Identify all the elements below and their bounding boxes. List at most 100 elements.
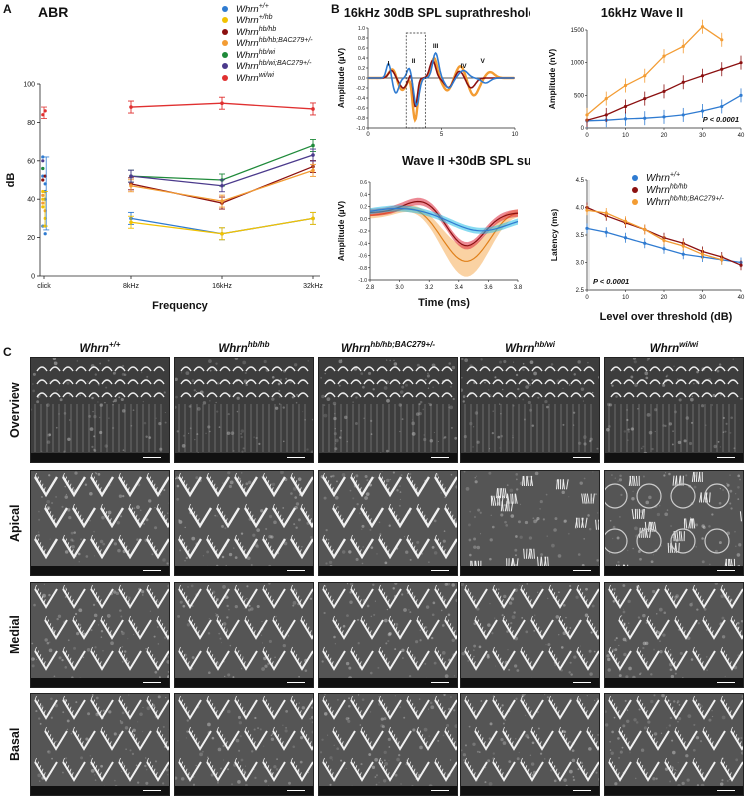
sem-speckle [336, 747, 340, 751]
sem-speckle [401, 593, 404, 596]
sem-speckle [484, 381, 486, 384]
hair-bundle [117, 476, 143, 498]
stereocilia [133, 623, 136, 628]
sem-speckle [697, 622, 701, 625]
sem-speckle [461, 358, 464, 361]
sem-speckle [245, 783, 248, 787]
stereocilia [610, 699, 614, 704]
sem-speckle [713, 444, 717, 449]
stereocilia [694, 761, 698, 766]
sem-speckle [345, 717, 349, 721]
sem-speckle [444, 583, 448, 586]
sem-speckle [323, 404, 326, 407]
sem-speckle [622, 608, 625, 610]
hair-bundle [145, 538, 169, 560]
sem-speckle [462, 400, 466, 403]
hair-bundle [443, 507, 457, 529]
hair-bundle [714, 392, 726, 398]
sem-speckle [115, 591, 120, 596]
stereocilia [643, 768, 646, 773]
stereocilia [213, 657, 216, 662]
stereocilia [99, 487, 102, 492]
stereocilia [501, 599, 504, 604]
sem-speckle [78, 623, 82, 627]
x-tick-label: 20 [661, 295, 668, 301]
sem-speckle [563, 778, 567, 782]
sem-speckle [522, 363, 525, 365]
stereocilia [492, 695, 495, 701]
stereocilia [146, 695, 149, 701]
sem-speckle [408, 674, 412, 678]
stereocilia [130, 619, 134, 624]
stereocilia [300, 726, 303, 732]
sem-speckle [554, 766, 557, 768]
sem-speckle [416, 363, 420, 367]
hair-bundle [415, 379, 427, 385]
stereocilia [413, 657, 416, 662]
stereocilia [215, 710, 218, 715]
sem-speckle [260, 509, 264, 513]
stereocilia [297, 545, 300, 550]
sem-speckle [544, 399, 548, 404]
data-point [623, 219, 628, 223]
hair-bundle [675, 379, 687, 385]
hair-bundle [153, 379, 165, 385]
sem-speckle [662, 633, 666, 637]
sem-speckle [663, 611, 667, 615]
sem-speckle [186, 730, 189, 733]
stereocilia [678, 531, 681, 542]
stereocilia [267, 654, 270, 659]
stereocilia [34, 695, 37, 701]
hair-bundle [324, 392, 336, 398]
stereocilia [421, 623, 424, 628]
sem-speckle [67, 437, 71, 441]
stereocilia [64, 761, 68, 766]
stereocilia [380, 538, 384, 543]
stereocilia [64, 476, 68, 481]
legend-marker [222, 5, 228, 12]
stereocilia [292, 476, 296, 481]
sem-speckle [330, 475, 333, 478]
stereocilia [271, 772, 274, 777]
stereocilia [395, 514, 398, 519]
stereocilia [43, 599, 46, 604]
stereocilia [411, 765, 414, 770]
sem-speckle [676, 770, 678, 772]
stereocilia [109, 518, 112, 523]
legend-a-entry: Whrnhb/wi;BAC279+/- [222, 60, 332, 72]
hair-bundle [720, 699, 743, 720]
stereocilia [185, 545, 188, 550]
hair-bundle [502, 730, 526, 751]
sem-speckle [726, 482, 728, 485]
sem-speckle [694, 523, 699, 527]
sem-speckle [228, 608, 230, 611]
sem-speckle [370, 615, 373, 618]
sem-speckle [432, 386, 434, 389]
x-axis-label: Time (ms) [418, 297, 470, 309]
sem-speckle [323, 496, 327, 500]
stereocilia [183, 654, 186, 659]
sem-speckle [463, 396, 465, 399]
sem-speckle [38, 717, 41, 720]
sem-speckle [437, 739, 440, 742]
y-tick-label: -1.0 [358, 278, 367, 284]
sem-speckle [361, 524, 365, 528]
hair-bundle [350, 366, 362, 372]
stereocilia [720, 757, 723, 763]
data-point [129, 105, 133, 109]
sem-speckle [544, 758, 546, 760]
sem-speckle [482, 365, 484, 367]
sem-speckle [529, 360, 534, 365]
sem-speckle [324, 694, 327, 696]
sem-speckle [48, 474, 51, 477]
sem-speckle [159, 493, 162, 496]
stereocilia [262, 584, 265, 590]
hair-bundle [662, 379, 674, 385]
sem-speckle [553, 779, 557, 783]
sem-speckle [215, 613, 217, 615]
sem-speckle [386, 398, 390, 403]
sem-speckle [488, 448, 491, 450]
sem-speckle [532, 517, 535, 520]
stereocilia [264, 476, 268, 481]
sem-speckle [310, 535, 313, 539]
